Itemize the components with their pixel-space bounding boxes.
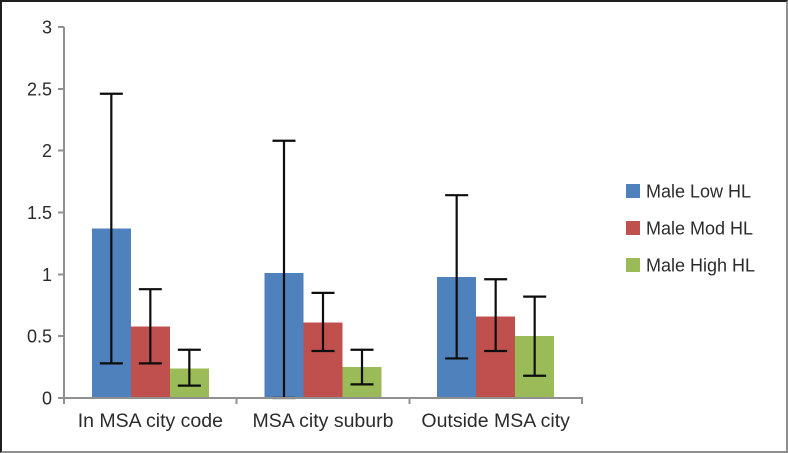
legend-swatch-male-mod-hl (626, 221, 640, 235)
y-axis-label: 0 (42, 389, 52, 409)
x-axis-category-label: In MSA city code (78, 410, 223, 432)
error-bar-male-high-hl-in-msa-city-code (177, 348, 201, 387)
legend-label: Male Mod HL (646, 219, 753, 239)
y-axis-label: 3 (42, 18, 52, 38)
x-axis-category-label: MSA city suburb (253, 410, 394, 432)
legend: Male Low HL Male Mod HL Male High HL (626, 182, 755, 276)
legend-swatch-male-high-hl (626, 258, 640, 272)
y-axis-labels: 0 0.5 1 1.5 2 2.5 3 (27, 18, 52, 409)
legend-swatch-male-low-hl (626, 184, 640, 198)
legend-item-male-high-hl: Male High HL (626, 256, 755, 276)
y-axis-label: 1.5 (27, 203, 52, 223)
error-bar-male-mod-hl-in-msa-city-code (138, 288, 162, 365)
error-bar-male-low-hl-outside-msa-city (445, 194, 469, 360)
error-bars-group (99, 92, 547, 400)
legend-item-male-low-hl: Male Low HL (626, 182, 751, 202)
error-bar-male-mod-hl-msa-city-suburb (311, 291, 335, 353)
legend-label: Male Low HL (646, 182, 751, 202)
error-bar-male-low-hl-in-msa-city-code (99, 92, 123, 365)
y-axis-label: 0.5 (27, 327, 52, 347)
legend-item-male-mod-hl: Male Mod HL (626, 219, 753, 239)
y-axis-label: 2.5 (27, 79, 52, 99)
error-bar-male-mod-hl-outside-msa-city (484, 278, 508, 353)
y-axis-label: 2 (42, 141, 52, 161)
x-axis-labels: In MSA city code MSA city suburb Outside M… (78, 410, 570, 432)
x-axis-category-label: Outside MSA city (421, 410, 570, 432)
y-axis-label: 1 (42, 265, 52, 285)
error-bar-male-high-hl-outside-msa-city (523, 295, 547, 377)
error-bar-male-high-hl-msa-city-suburb (350, 348, 374, 386)
axes-group (58, 26, 583, 404)
legend-label: Male High HL (646, 256, 755, 276)
